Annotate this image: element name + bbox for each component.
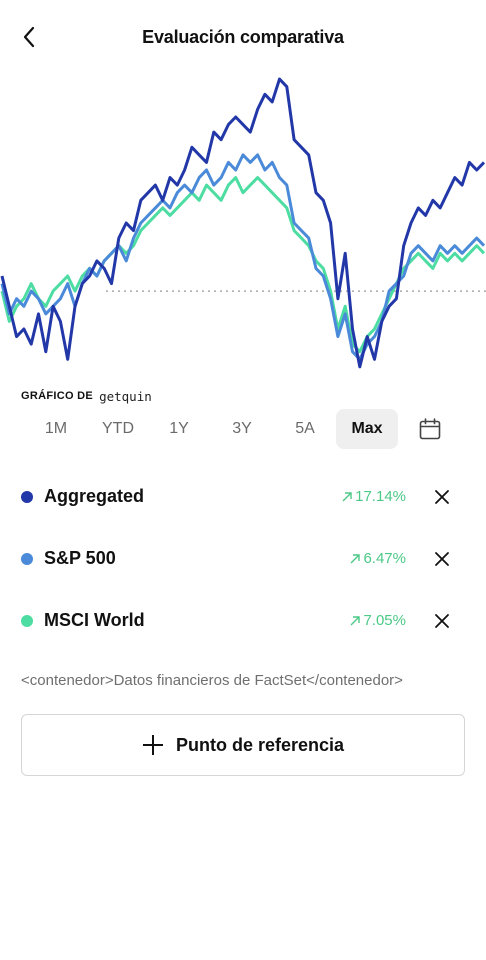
close-icon <box>435 552 449 566</box>
series-change: 6.47% <box>349 550 406 567</box>
range-3y[interactable]: 3Y <box>232 420 252 437</box>
series-change-value: 6.47% <box>363 550 406 567</box>
time-range-selector: 1M YTD 1Y 3Y 5A Max <box>0 409 486 451</box>
series-color-dot <box>21 615 33 627</box>
series-color-dot <box>21 491 33 503</box>
data-source-text: <contenedor>Datos financieros de FactSet… <box>21 672 403 689</box>
close-icon <box>435 490 449 504</box>
plus-icon <box>142 735 163 755</box>
series-row-aggregated: Aggregated 17.14% <box>0 477 486 517</box>
arrow-up-right-icon <box>350 553 361 563</box>
remove-series-button[interactable] <box>430 547 454 571</box>
series-name: Aggregated <box>44 486 145 506</box>
series-change-value: 7.05% <box>363 612 406 629</box>
series-row-msci-world: MSCI World 7.05% <box>0 601 486 641</box>
series-change-value: 17.14% <box>355 488 406 505</box>
calendar-button[interactable] <box>410 409 450 449</box>
header: Evaluación comparativa <box>0 0 486 76</box>
series-color-dot <box>21 553 33 565</box>
range-1y[interactable]: 1Y <box>169 420 189 437</box>
series-name: MSCI World <box>44 610 145 630</box>
back-button[interactable] <box>14 22 44 52</box>
series-change: 17.14% <box>341 488 406 505</box>
benchmark-chart[interactable] <box>0 58 486 390</box>
range-max[interactable]: Max <box>336 409 398 449</box>
series-line-s-p-500 <box>0 153 486 361</box>
arrow-up-right-icon <box>350 615 361 625</box>
series-row-sp500: S&P 500 6.47% <box>0 539 486 579</box>
attribution-brand: getquin <box>99 388 152 404</box>
range-5a[interactable]: 5A <box>295 420 315 437</box>
arrow-up-right-icon <box>342 491 352 501</box>
benchmark-button-label: Punto de referencia <box>175 734 345 755</box>
series-change: 7.05% <box>349 612 406 629</box>
range-ytd[interactable]: YTD <box>102 420 134 437</box>
chart-svg <box>0 77 486 369</box>
remove-series-button[interactable] <box>430 609 454 633</box>
calendar-icon <box>419 418 441 440</box>
remove-series-button[interactable] <box>430 485 454 509</box>
range-1m[interactable]: 1M <box>44 420 68 437</box>
chart-attribution: GRÁFICO DE getquin <box>21 388 152 404</box>
page-title: Evaluación comparativa <box>142 27 344 47</box>
chevron-left-icon <box>23 26 35 48</box>
series-line-msci-world <box>0 176 486 354</box>
series-name: S&P 500 <box>44 548 116 568</box>
close-icon <box>435 614 449 628</box>
attribution-label: GRÁFICO DE <box>21 390 94 402</box>
add-benchmark-button[interactable]: Punto de referencia <box>21 714 465 776</box>
series-line-aggregated <box>0 77 486 369</box>
